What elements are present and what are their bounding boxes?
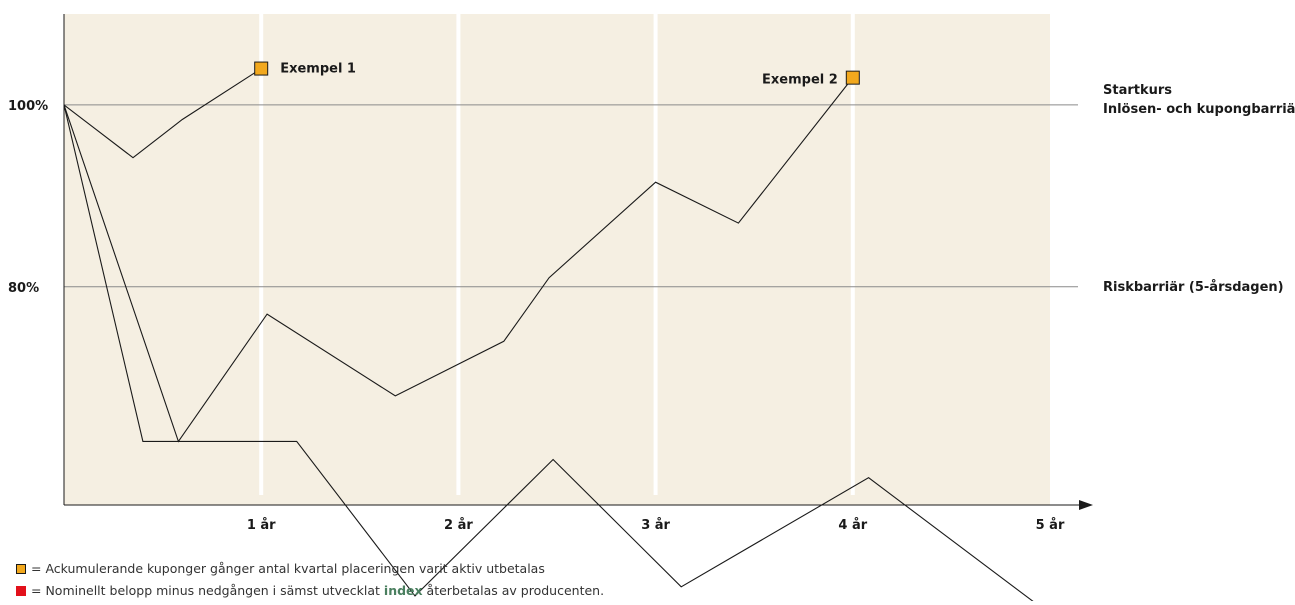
red-square-icon: [16, 586, 26, 596]
x-tick-label-4: 4 år: [838, 518, 867, 533]
y-tick-label-80: 80%: [8, 281, 39, 296]
axes-group: 1 år 2 år 3 år 4 år 5 år 100% 80%: [8, 14, 1093, 533]
legend-text-nominal-after: återbetalas av producenten.: [422, 583, 605, 598]
series-line-2: [63, 77, 854, 443]
plot-background-group: [64, 14, 1050, 505]
legend-item-nominal: = Nominellt belopp minus nedgången i säm…: [16, 583, 604, 598]
x-tick-label-3: 3 år: [641, 518, 670, 533]
x-tick-label-2: 2 år: [444, 518, 473, 533]
series-line-3: [63, 104, 1039, 605]
legend-text-nominal-before: = Nominellt belopp minus nedgången i säm…: [31, 583, 384, 598]
x-tick-label-1: 1 år: [247, 518, 276, 533]
orange-square-icon: [16, 564, 26, 574]
legend-text-coupon: = Ackumulerande kuponger gånger antal kv…: [31, 561, 545, 576]
reference-lines-group: Startkurs Inlösen- och kupongbarriär Riskb…: [64, 83, 1295, 295]
orange-square-marker-2: [845, 70, 860, 85]
legend-text-index-highlight: index: [383, 583, 423, 598]
series-line-1: [63, 68, 262, 159]
grid-group: [259, 14, 855, 495]
series-group: [63, 68, 1039, 605]
reference-label-100-0: Startkurs: [1103, 83, 1172, 98]
legend-item-coupon: = Ackumulerande kuponger gånger antal kv…: [16, 561, 545, 576]
reference-label-80-0: Riskbarriär (5-årsdagen): [1103, 280, 1284, 295]
reference-label-100-1: Inlösen- och kupongbarriär: [1103, 102, 1295, 117]
marker-label-1: Exempel 1: [280, 62, 356, 77]
x-axis-arrow-icon: [1079, 500, 1093, 510]
y-tick-label-100: 100%: [8, 99, 48, 114]
markers-group: [254, 61, 860, 85]
plot-background: [64, 14, 1050, 505]
marker-label-2: Exempel 2: [762, 73, 838, 88]
x-tick-label-5: 5 år: [1036, 518, 1065, 533]
orange-square-marker-1: [254, 61, 269, 76]
